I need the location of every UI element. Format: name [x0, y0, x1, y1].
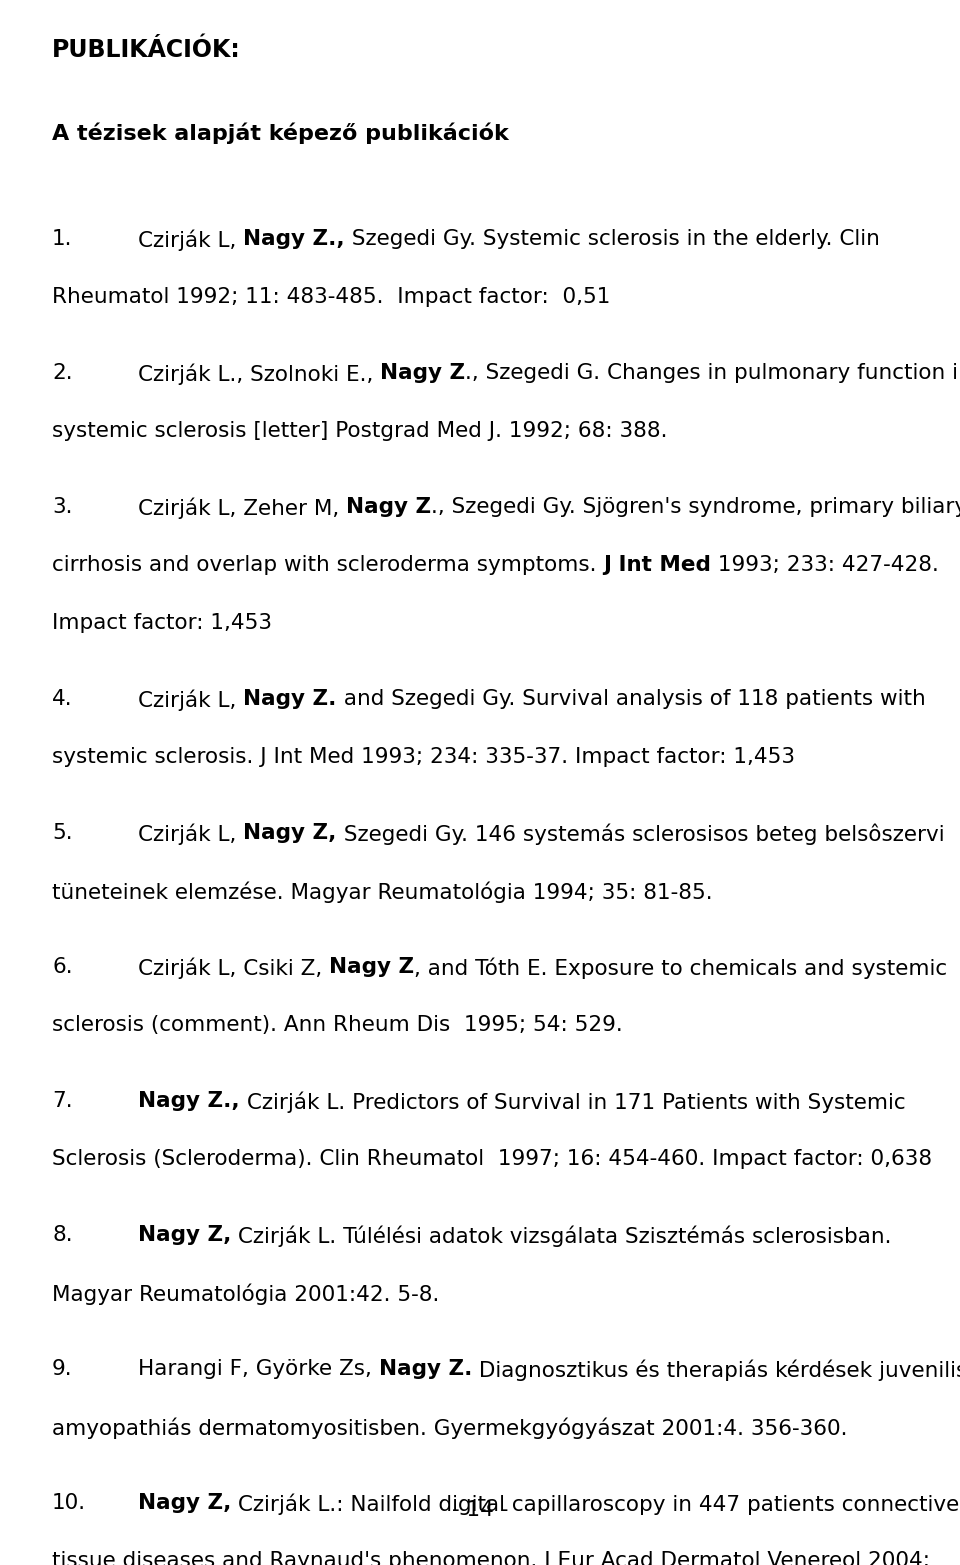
- Text: A tézisek alapját képező publikációk: A tézisek alapját képező publikációk: [52, 122, 509, 144]
- Text: 9.: 9.: [52, 1360, 73, 1379]
- Text: Nagy Z.: Nagy Z.: [379, 1360, 472, 1379]
- Text: 10.: 10.: [52, 1493, 86, 1513]
- Text: Nagy Z: Nagy Z: [380, 363, 466, 383]
- Text: Czirják L,: Czirják L,: [138, 230, 243, 250]
- Text: Czirják L., Szolnoki E.,: Czirják L., Szolnoki E.,: [138, 363, 380, 385]
- Text: Impact factor: 1,453: Impact factor: 1,453: [52, 613, 272, 634]
- Text: 6.: 6.: [52, 958, 73, 978]
- Text: Nagy Z,: Nagy Z,: [138, 1493, 231, 1513]
- Text: tüneteinek elemzése. Magyar Reumatológia 1994; 35: 81-85.: tüneteinek elemzése. Magyar Reumatológia…: [52, 881, 712, 903]
- Text: tissue diseases and Raynaud's phenomenon. J Eur Acad Dermatol Venereol 2004;: tissue diseases and Raynaud's phenomenon…: [52, 1551, 930, 1565]
- Text: sclerosis (comment). Ann Rheum Dis  1995; 54: 529.: sclerosis (comment). Ann Rheum Dis 1995;…: [52, 1016, 623, 1036]
- Text: Czirják L.: Nailfold digital capillaroscopy in 447 patients connective: Czirják L.: Nailfold digital capillarosc…: [231, 1493, 960, 1515]
- Text: Czirják L. Túlélési adatok vizsgálata Szisztémás sclerosisban.: Czirják L. Túlélési adatok vizsgálata Sz…: [231, 1225, 892, 1247]
- Text: Czirják L, Csiki Z,: Czirják L, Csiki Z,: [138, 958, 329, 978]
- Text: - 14 -: - 14 -: [452, 1499, 508, 1520]
- Text: Harangi F, Györke Zs,: Harangi F, Györke Zs,: [138, 1360, 379, 1379]
- Text: 1993; 233: 427-428.: 1993; 233: 427-428.: [711, 556, 939, 576]
- Text: 4.: 4.: [52, 690, 73, 709]
- Text: 1.: 1.: [52, 230, 73, 249]
- Text: cirrhosis and overlap with scleroderma symptoms.: cirrhosis and overlap with scleroderma s…: [52, 556, 604, 576]
- Text: Nagy Z.,: Nagy Z.,: [243, 230, 345, 249]
- Text: Nagy Z.,: Nagy Z.,: [138, 1091, 240, 1111]
- Text: 8.: 8.: [52, 1225, 73, 1246]
- Text: 2.: 2.: [52, 363, 73, 383]
- Text: Sclerosis (Scleroderma). Clin Rheumatol  1997; 16: 454-460. Impact factor: 0,638: Sclerosis (Scleroderma). Clin Rheumatol …: [52, 1149, 932, 1169]
- Text: Czirják L,: Czirják L,: [138, 823, 243, 845]
- Text: systemic sclerosis [letter] Postgrad Med J. 1992; 68: 388.: systemic sclerosis [letter] Postgrad Med…: [52, 421, 667, 441]
- Text: ., Szegedi Gy. Sjögren's syndrome, primary biliary: ., Szegedi Gy. Sjögren's syndrome, prima…: [431, 498, 960, 518]
- Text: Rheumatol 1992; 11: 483-485.  Impact factor:  0,51: Rheumatol 1992; 11: 483-485. Impact fact…: [52, 288, 611, 307]
- Text: Magyar Reumatológia 2001:42. 5-8.: Magyar Reumatológia 2001:42. 5-8.: [52, 1283, 440, 1305]
- Text: Nagy Z.: Nagy Z.: [243, 690, 337, 709]
- Text: Szegedi Gy. Systemic sclerosis in the elderly. Clin: Szegedi Gy. Systemic sclerosis in the el…: [345, 230, 879, 249]
- Text: , and Tóth E. Exposure to chemicals and systemic: , and Tóth E. Exposure to chemicals and …: [415, 958, 948, 978]
- Text: Nagy Z,: Nagy Z,: [138, 1225, 231, 1246]
- Text: Szegedi Gy. 146 systemás sclerosisos beteg belsôszervi: Szegedi Gy. 146 systemás sclerosisos bet…: [337, 823, 945, 845]
- Text: Diagnosztikus és therapiás kérdések juvenilis: Diagnosztikus és therapiás kérdések juve…: [472, 1360, 960, 1380]
- Text: Nagy Z: Nagy Z: [329, 958, 415, 978]
- Text: 7.: 7.: [52, 1091, 73, 1111]
- Text: Nagy Z,: Nagy Z,: [243, 823, 337, 844]
- Text: ., Szegedi G. Changes in pulmonary function in: ., Szegedi G. Changes in pulmonary funct…: [466, 363, 960, 383]
- Text: 5.: 5.: [52, 823, 73, 844]
- Text: Czirják L, Zeher M,: Czirják L, Zeher M,: [138, 498, 347, 520]
- Text: Czirják L. Predictors of Survival in 171 Patients with Systemic: Czirják L. Predictors of Survival in 171…: [240, 1091, 905, 1113]
- Text: amyopathiás dermatomyositisben. Gyermekgyógyászat 2001:4. 356-360.: amyopathiás dermatomyositisben. Gyermekg…: [52, 1418, 848, 1438]
- Text: and Szegedi Gy. Survival analysis of 118 patients with: and Szegedi Gy. Survival analysis of 118…: [337, 690, 925, 709]
- Text: 3.: 3.: [52, 498, 73, 518]
- Text: J Int Med: J Int Med: [604, 556, 711, 576]
- Text: Czirják L,: Czirják L,: [138, 690, 243, 711]
- Text: systemic sclerosis. J Int Med 1993; 234: 335-37. Impact factor: 1,453: systemic sclerosis. J Int Med 1993; 234:…: [52, 748, 795, 767]
- Text: PUBLIKÁCIÓK:: PUBLIKÁCIÓK:: [52, 38, 241, 63]
- Text: Nagy Z: Nagy Z: [347, 498, 431, 518]
